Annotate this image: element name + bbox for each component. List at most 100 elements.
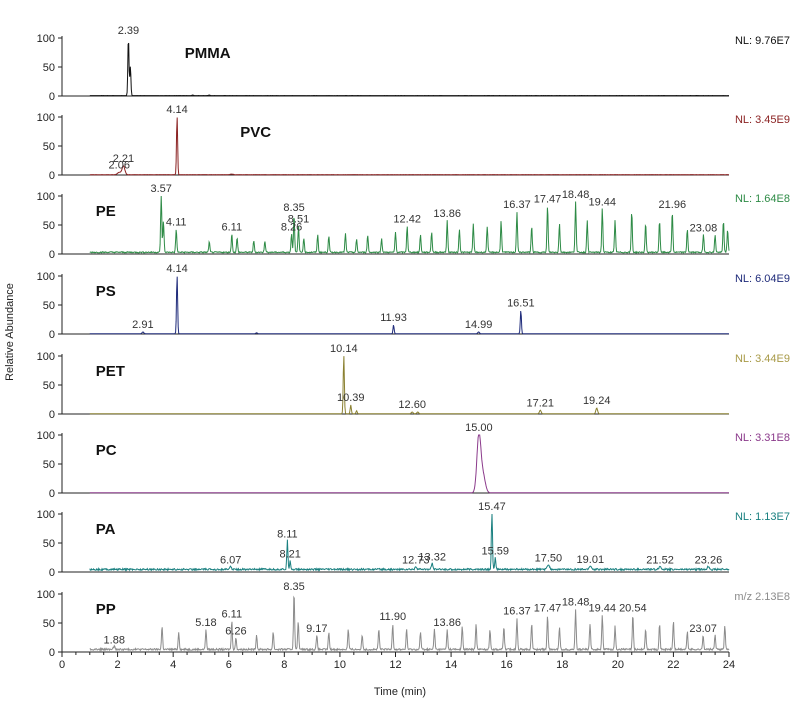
peak-label: 15.59 [482, 546, 510, 558]
x-tick-label: 6 [226, 659, 232, 671]
peak-label: 15.47 [478, 501, 506, 513]
peak-label: 23.08 [690, 222, 718, 234]
y-tick-label: 100 [37, 112, 55, 124]
trace-pc [89, 434, 729, 494]
trace-pa [89, 513, 730, 572]
y-tick-label: 100 [37, 589, 55, 601]
nl-label: NL: 6.04E9 [735, 273, 790, 285]
y-tick-label: 0 [49, 170, 55, 182]
y-tick-label: 0 [49, 647, 55, 659]
peak-label: 18.48 [562, 189, 590, 201]
peak-label: 4.14 [166, 104, 187, 116]
peak-label: 17.47 [534, 602, 562, 614]
peak-label: 4.14 [166, 263, 187, 275]
y-tick-label: 50 [43, 618, 55, 630]
peak-label: 8.21 [279, 549, 300, 561]
polymer-label: PVC [240, 124, 271, 141]
peak-label: 23.26 [695, 554, 723, 566]
peak-label: 4.11 [166, 217, 187, 229]
y-tick-label: 50 [43, 380, 55, 392]
nl-label: NL: 9.76E7 [735, 35, 790, 47]
peak-label: 8.35 [283, 202, 304, 214]
peak-label: 6.26 [225, 626, 246, 638]
nl-label: NL: 3.44E9 [735, 353, 790, 365]
polymer-label: PE [96, 203, 116, 220]
y-tick-label: 100 [37, 509, 55, 521]
peak-label: 16.37 [503, 605, 531, 617]
y-tick-label: 100 [37, 271, 55, 283]
trace-pvc [89, 117, 730, 176]
trace-pp [89, 595, 730, 652]
peak-label: 2.21 [113, 153, 134, 165]
peak-label: 13.32 [418, 551, 446, 563]
panel-pet: 0 50 100 10.14 10.39 12.60 17.21 19.24 PET NL: 3.… [37, 343, 790, 421]
x-tick-label: 2 [115, 659, 121, 671]
panel-pc: 0 50 100 15.00 PC NL: 3.31E8 [37, 422, 790, 500]
y-tick-label: 50 [43, 220, 55, 232]
trace-pe [89, 195, 730, 254]
peak-label: 8.35 [283, 581, 304, 593]
trace-pmma [89, 42, 729, 97]
trace-pet [89, 356, 730, 415]
peak-label: 17.47 [534, 193, 562, 205]
y-tick-label: 100 [37, 191, 55, 203]
peak-label: 14.99 [465, 319, 493, 331]
peak-label: 11.90 [379, 611, 406, 623]
peak-label: 6.11 [222, 221, 243, 233]
y-tick-label: 100 [37, 430, 55, 442]
peak-label: 19.44 [589, 602, 617, 614]
peak-label: 16.37 [503, 199, 531, 211]
y-tick-label: 100 [37, 33, 55, 45]
peak-label: 3.57 [151, 183, 172, 195]
nl-label: m/z 2.13E8 [734, 591, 790, 603]
panel-pvc: 0 50 100 2.062.21 4.14 PVC NL: 3.45E9 [37, 104, 790, 182]
peak-label: 8.11 [277, 528, 298, 540]
peak-label: 1.88 [104, 634, 125, 646]
peak-label: 16.51 [507, 298, 535, 310]
peak-label: 18.48 [562, 597, 590, 609]
peak-label: 2.91 [132, 319, 153, 331]
x-tick-label: 22 [667, 659, 679, 671]
y-tick-label: 50 [43, 459, 55, 471]
peak-label: 12.60 [398, 399, 426, 411]
y-tick-label: 50 [43, 538, 55, 550]
y-tick-label: 0 [49, 567, 55, 579]
x-tick-label: 24 [723, 659, 735, 671]
peak-label: 19.01 [577, 554, 605, 566]
y-tick-label: 50 [43, 141, 55, 153]
x-tick-label: 0 [59, 659, 65, 671]
peak-label: 20.54 [619, 602, 647, 614]
x-axis-label: Time (min) [374, 686, 426, 698]
y-tick-label: 0 [49, 249, 55, 261]
x-tick-label: 18 [556, 659, 568, 671]
peak-label: 13.86 [433, 617, 461, 629]
nl-label: NL: 1.13E7 [735, 511, 790, 523]
polymer-label: PET [96, 363, 125, 380]
polymer-label: PC [96, 442, 117, 459]
polymer-label: PS [96, 283, 116, 300]
x-axis: 0 2 4 6 8 10 12 14 16 18 20 22 24 [59, 652, 735, 671]
peak-label: 2.06 [109, 159, 130, 171]
peak-label: 9.17 [306, 623, 327, 635]
panel-pe: 0 50 100 3.57 4.11 6.11 8.26 8.358.51 12.42 13.86… [37, 183, 790, 261]
x-tick-label: 14 [445, 659, 457, 671]
y-tick-label: 0 [49, 409, 55, 421]
x-tick-label: 20 [612, 659, 624, 671]
peak-label: 21.96 [659, 199, 687, 211]
nl-label: NL: 3.31E8 [735, 432, 790, 444]
y-tick-label: 50 [43, 300, 55, 312]
nl-label: NL: 3.45E9 [735, 114, 790, 126]
peak-label: 17.21 [527, 397, 555, 409]
y-axis-label: Relative Abundance [4, 283, 16, 381]
peak-label: 8.26 [281, 221, 302, 233]
panel-ps: 0 50 100 2.91 4.14 11.93 14.99 16.51 PS NL: 6.04E… [37, 263, 790, 341]
peak-label: 10.39 [337, 392, 365, 404]
x-tick-label: 16 [501, 659, 513, 671]
trace-ps [89, 276, 730, 335]
y-tick-label: 0 [49, 91, 55, 103]
peak-label: 13.86 [433, 208, 461, 220]
peak-label: 17.50 [535, 553, 563, 565]
y-tick-label: 100 [37, 351, 55, 363]
